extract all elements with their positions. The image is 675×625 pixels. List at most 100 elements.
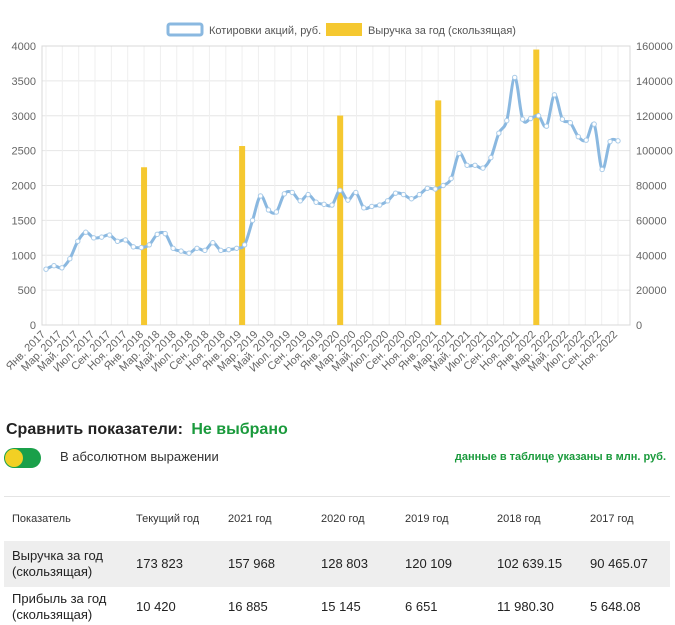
y-right-tick-label: 140000 [636, 76, 673, 88]
revenue-bar [533, 49, 540, 325]
revenue-bar [435, 100, 442, 325]
stock-point [551, 92, 558, 98]
stock-point [138, 244, 145, 251]
compare-status[interactable]: Не выбрано [191, 421, 288, 438]
stock-point [472, 162, 478, 168]
column-header: 2018 год [489, 496, 582, 541]
legend-label: Котировки акций, руб. [209, 25, 321, 37]
plot-area [41, 45, 631, 326]
stock-point [376, 202, 383, 208]
row-label: Выручка за год (скользящая) [4, 540, 128, 587]
y-right-tick-label: 160000 [636, 41, 673, 53]
y-right-tick-label: 0 [636, 320, 642, 332]
stock-point [226, 246, 232, 253]
stock-point [567, 120, 574, 126]
table-header-row: Показатель Текущий год 2021 год 2020 год… [4, 496, 670, 541]
stock-point [51, 263, 57, 269]
stock-point [162, 230, 168, 237]
stock-point [543, 123, 550, 129]
stock-point [329, 202, 335, 208]
stock-point [448, 175, 454, 182]
compare-label: Сравнить показатели: [6, 421, 183, 438]
stock-point [480, 165, 486, 171]
y-right-tick-label: 20000 [636, 285, 667, 297]
stock-point [233, 245, 240, 251]
row-label: Прибыль за год (скользящая) [12, 590, 107, 622]
table-cell: 120 109 [397, 540, 489, 587]
stock-point [353, 189, 359, 196]
y-right-tick-label: 120000 [636, 111, 673, 123]
table-cell: 11 980.30 [497, 598, 554, 614]
stock-point [337, 187, 343, 194]
stock-point [512, 74, 518, 81]
y-left-tick-label: 4000 [12, 41, 36, 53]
y-left-tick-label: 500 [18, 285, 36, 297]
table-row[interactable]: Прибыль за год (скользящая) 10 420 16 88… [4, 587, 670, 625]
legend-label: Выручка за год (скользящая) [368, 25, 516, 37]
stock-point [146, 242, 152, 248]
absolute-toggle[interactable] [4, 448, 41, 468]
y-right-tick-label: 100000 [636, 146, 673, 158]
stock-point [583, 137, 589, 143]
y-left-tick-label: 1000 [12, 250, 36, 262]
chart: 0 500 1000 1500 2000 2500 3000 3500 4000 0 20000 40… [4, 22, 673, 375]
stock-point [249, 217, 256, 224]
units-note: данные в таблице указаны в млн. руб. [454, 451, 666, 463]
stock-point [559, 116, 566, 122]
stock-point [186, 250, 192, 256]
stock-point [257, 193, 264, 199]
stock-point [241, 242, 248, 248]
stock-point [202, 247, 208, 254]
stock-point [281, 191, 288, 197]
stock-point [432, 186, 438, 192]
table-row[interactable]: Выручка за год (скользящая) 173 823 157 … [4, 540, 670, 587]
table-cell: 90 465.07 [582, 540, 670, 587]
stock-point [504, 117, 510, 124]
legend-swatch-line [166, 22, 204, 37]
legend: Котировки акций, руб. Выручка за год (ско… [166, 22, 516, 37]
stock-point [106, 232, 113, 238]
stock-point [519, 116, 526, 122]
stock-point [313, 199, 319, 205]
stock-line [45, 75, 619, 271]
stock-point [218, 247, 224, 254]
table-cell: 5 648.08 [590, 598, 641, 614]
stock-point [599, 166, 605, 173]
stock-point [615, 138, 621, 144]
stock-point [527, 115, 534, 122]
stock-point [321, 201, 327, 208]
stock-point [114, 238, 121, 245]
stock-point [400, 191, 407, 198]
stock-point [607, 138, 613, 145]
stock-point [98, 234, 105, 240]
stock-point [440, 182, 446, 189]
stock-point [154, 231, 160, 238]
stock-point [273, 209, 280, 215]
stock-point [170, 245, 176, 251]
compare-heading: Сравнить показатели: Не выбрано [6, 421, 288, 439]
table-cell: 173 823 [128, 540, 220, 587]
stock-point [297, 198, 303, 204]
table-cell: 102 639.15 [489, 540, 582, 587]
table-cell: 157 968 [220, 540, 313, 587]
revenue-bar [337, 115, 344, 325]
y-right-tick-label: 60000 [636, 215, 667, 227]
table-cell: 16 885 [228, 598, 268, 614]
stock-point [416, 191, 423, 198]
toggle-label: В абсолютном выражении [60, 449, 219, 464]
y-left-tick-label: 0 [30, 320, 36, 332]
legend-swatch-bar [326, 23, 362, 36]
stock-point [591, 121, 597, 127]
stock-point [210, 239, 216, 246]
table-cell: 128 803 [313, 540, 397, 587]
financial-table: Показатель Текущий год 2021 год 2020 год… [4, 496, 670, 625]
table-cell: 15 145 [321, 598, 361, 614]
stock-point [122, 237, 129, 243]
y-right-tick-label: 40000 [636, 250, 667, 262]
toggle-knob [5, 449, 23, 467]
stock-point [265, 207, 272, 213]
column-header: 2020 год [313, 496, 397, 541]
stock-point [345, 197, 351, 203]
y-left-tick-label: 1500 [12, 215, 36, 227]
y-right-tick-label: 80000 [636, 181, 667, 193]
